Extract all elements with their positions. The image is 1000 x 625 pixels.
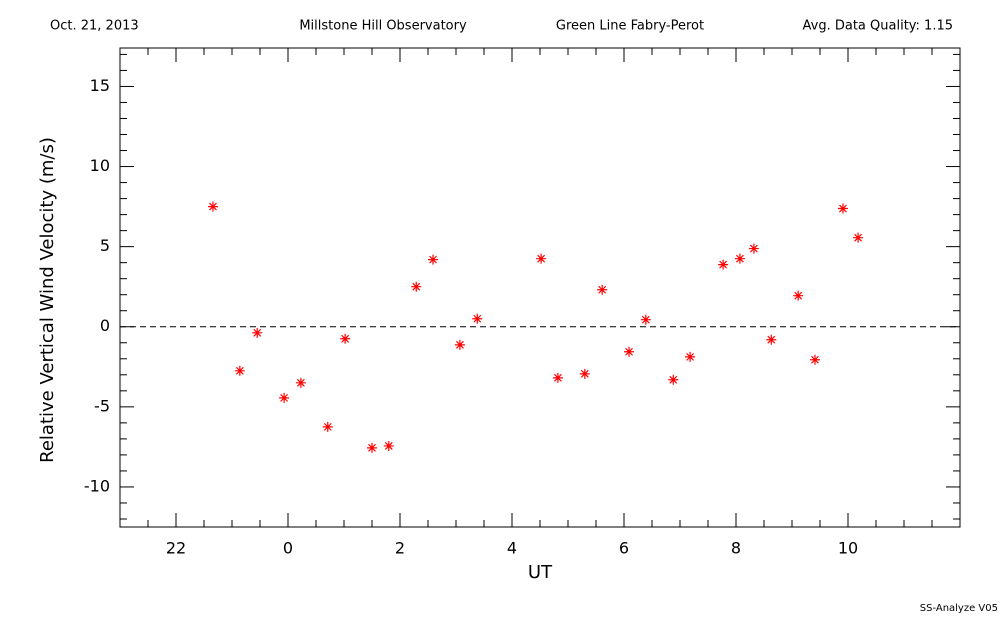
data-point bbox=[668, 374, 679, 385]
data-point bbox=[279, 392, 290, 403]
data-point bbox=[295, 377, 306, 388]
quality: Avg. Data Quality: 1.15 bbox=[803, 19, 953, 34]
data-point bbox=[809, 354, 820, 365]
data-point bbox=[597, 284, 608, 295]
data-point bbox=[207, 201, 218, 212]
x-tick-label: 10 bbox=[838, 539, 858, 558]
footer: SS-Analyze V05 bbox=[920, 603, 998, 614]
y-axis-label: Relative Vertical Wind Velocity (m/s) bbox=[37, 137, 58, 463]
data-point bbox=[411, 281, 422, 292]
y-tick-label: 10 bbox=[90, 156, 110, 175]
data-point bbox=[734, 253, 745, 264]
data-point bbox=[340, 333, 351, 344]
data-point bbox=[766, 334, 777, 345]
x-tick-label: 0 bbox=[283, 539, 293, 558]
data-point bbox=[718, 259, 729, 270]
data-point bbox=[383, 440, 394, 451]
date: Oct. 21, 2013 bbox=[50, 19, 139, 34]
data-point bbox=[536, 253, 547, 264]
data-point bbox=[853, 232, 864, 243]
data-point bbox=[793, 290, 804, 301]
y-tick-label: 5 bbox=[100, 236, 110, 255]
data-point bbox=[367, 442, 377, 453]
data-point bbox=[837, 203, 848, 214]
x-axis-label: UT bbox=[528, 562, 553, 583]
data-point bbox=[454, 339, 465, 350]
x-tick-label: 6 bbox=[619, 539, 629, 558]
y-tick-label: -10 bbox=[84, 476, 110, 495]
data-point bbox=[234, 365, 245, 376]
data-point bbox=[685, 351, 696, 362]
data-point bbox=[552, 372, 563, 383]
y-tick-label: 0 bbox=[100, 316, 110, 335]
y-tick-label: 15 bbox=[90, 76, 110, 95]
x-tick-label: 8 bbox=[731, 539, 741, 558]
data-point bbox=[428, 254, 439, 265]
data-point bbox=[252, 327, 263, 338]
x-tick-label: 2 bbox=[395, 539, 405, 558]
y-tick-label: -5 bbox=[94, 396, 110, 415]
data-point bbox=[579, 368, 590, 379]
site: Millstone Hill Observatory bbox=[299, 19, 467, 34]
data-point bbox=[322, 421, 333, 432]
x-tick-label: 22 bbox=[166, 539, 186, 558]
x-tick-label: 4 bbox=[507, 539, 517, 558]
data-point bbox=[748, 243, 759, 254]
data-point bbox=[624, 346, 635, 357]
instrument: Green Line Fabry-Perot bbox=[556, 19, 704, 34]
data-point bbox=[640, 314, 651, 325]
data-point bbox=[472, 313, 483, 324]
